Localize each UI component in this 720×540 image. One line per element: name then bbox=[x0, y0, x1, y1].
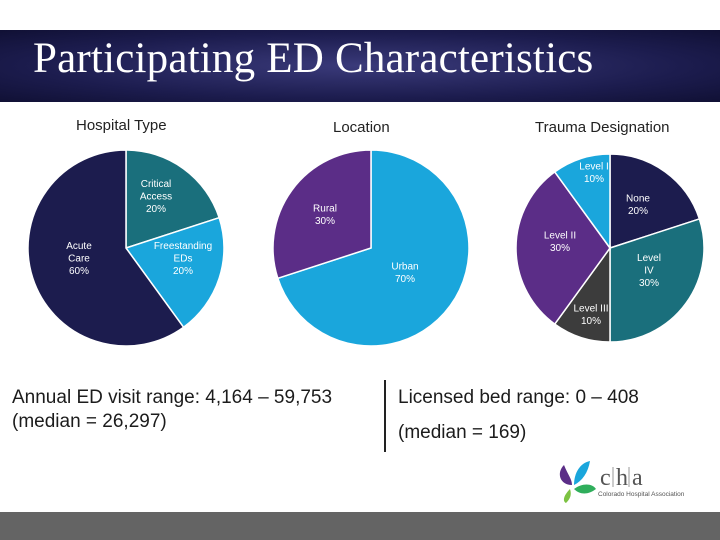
pie-1: Urban 70% Rural 30% bbox=[272, 149, 470, 347]
logo-wordmark: Colorado Hospital Association bbox=[598, 491, 685, 498]
slice-label-none: None 20% bbox=[626, 193, 650, 217]
pie-slice-acute-care bbox=[27, 149, 185, 347]
slice-label-freestanding-eds: Freestanding EDs 20% bbox=[154, 241, 212, 277]
slice-label-level-iii: Level III 10% bbox=[573, 303, 608, 327]
pie-slice-freestanding-eds bbox=[124, 216, 225, 329]
chart-title-trauma-designation: Trauma Designation bbox=[535, 119, 670, 136]
slice-label-level-i: Level I 10% bbox=[579, 161, 608, 185]
title-background bbox=[0, 0, 720, 108]
slice-label-level-iv: Level IV 30% bbox=[637, 253, 661, 289]
footer-bar bbox=[0, 512, 720, 540]
slice-label-acute-care: Acute Care 60% bbox=[66, 241, 92, 277]
pie-slice-level-i bbox=[553, 153, 611, 251]
slice-label-urban: Urban 70% bbox=[391, 261, 418, 285]
bed-median-text: (median = 169) bbox=[398, 422, 527, 443]
cha-logo: c h a Colorado Hospital Association bbox=[559, 461, 685, 503]
slice-label-critical-access: Critical Access 20% bbox=[140, 179, 172, 215]
logo-letter-h: h bbox=[616, 465, 628, 491]
pie-2: None 20% Level IV 30% Level III 10% Level II 30%… bbox=[515, 153, 705, 343]
leaf-mark bbox=[559, 461, 596, 503]
stats-divider bbox=[384, 380, 386, 452]
chart-title-hospital-type: Hospital Type bbox=[76, 117, 167, 134]
pie-0: Critical Access 20% Freestanding EDs 20% Acute… bbox=[27, 149, 225, 347]
slice-label-rural: Rural 30% bbox=[313, 203, 337, 227]
pie-slice-level-ii bbox=[515, 170, 611, 326]
title-bar: Participating ED Characteristics bbox=[0, 0, 720, 108]
chart-title-location: Location bbox=[333, 119, 390, 136]
pie-slice-urban bbox=[276, 149, 470, 347]
bed-range-text: Licensed bed range: 0 – 408 bbox=[398, 387, 639, 408]
visit-range-text: Annual ED visit range: 4,164 – 59,753 bbox=[12, 387, 333, 408]
logo-letter-c: c bbox=[600, 465, 611, 491]
slide-title: Participating ED Characteristics bbox=[33, 35, 594, 82]
logo-letter-a: a bbox=[632, 465, 643, 491]
pie-charts: Critical Access 20% Freestanding EDs 20% Acute… bbox=[27, 149, 705, 347]
slice-label-level-ii: Level II 30% bbox=[544, 230, 576, 254]
pie-slice-none bbox=[609, 153, 701, 250]
pie-slice-critical-access bbox=[125, 149, 221, 250]
pie-slice-level-iv bbox=[609, 218, 705, 343]
visit-median-text: (median = 26,297) bbox=[12, 411, 167, 432]
pie-slice-rural bbox=[272, 149, 372, 280]
